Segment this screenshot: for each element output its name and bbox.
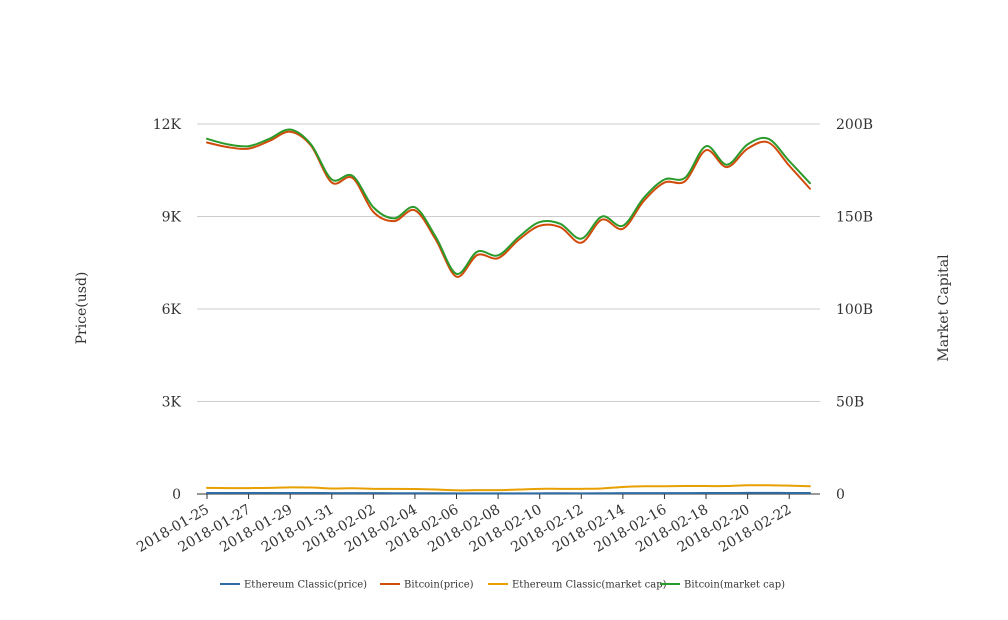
right-tick-label: 0: [836, 487, 845, 503]
right-tick-label: 200B: [836, 117, 873, 133]
legend-label: Bitcoin(price): [404, 580, 474, 591]
series-line-2: [206, 130, 811, 278]
left-axis-title: Price(usd): [74, 272, 90, 345]
left-tick-label: 12K: [153, 117, 182, 133]
series-line-1: [206, 491, 811, 495]
series-line-3: [206, 484, 811, 492]
legend-item[interactable]: Ethereum Classic(price): [220, 580, 367, 591]
series-lines: [206, 128, 811, 495]
grid-lines: [197, 123, 820, 495]
legend-item[interactable]: Bitcoin(market cap): [660, 580, 785, 591]
left-tick-label: 0: [172, 487, 181, 503]
left-tick-label: 9K: [162, 210, 182, 226]
right-tick-label: 50B: [836, 395, 864, 411]
legend-label: Ethereum Classic(market cap): [512, 580, 667, 591]
legend-label: Ethereum Classic(price): [244, 580, 367, 591]
series-line-4: [206, 128, 811, 275]
left-tick-label: 6K: [162, 302, 182, 318]
legend-label: Bitcoin(market cap): [684, 580, 785, 591]
left-tick-label: 3K: [162, 395, 182, 411]
right-axis-title: Market Capital: [936, 254, 952, 362]
legend-item[interactable]: Ethereum Classic(market cap): [488, 580, 667, 591]
legend: Ethereum Classic(price) Bitcoin(price) Eth…: [220, 580, 785, 591]
right-tick-label: 100B: [836, 302, 873, 318]
legend-item[interactable]: Bitcoin(price): [380, 580, 474, 591]
right-tick-label: 150B: [836, 210, 873, 226]
